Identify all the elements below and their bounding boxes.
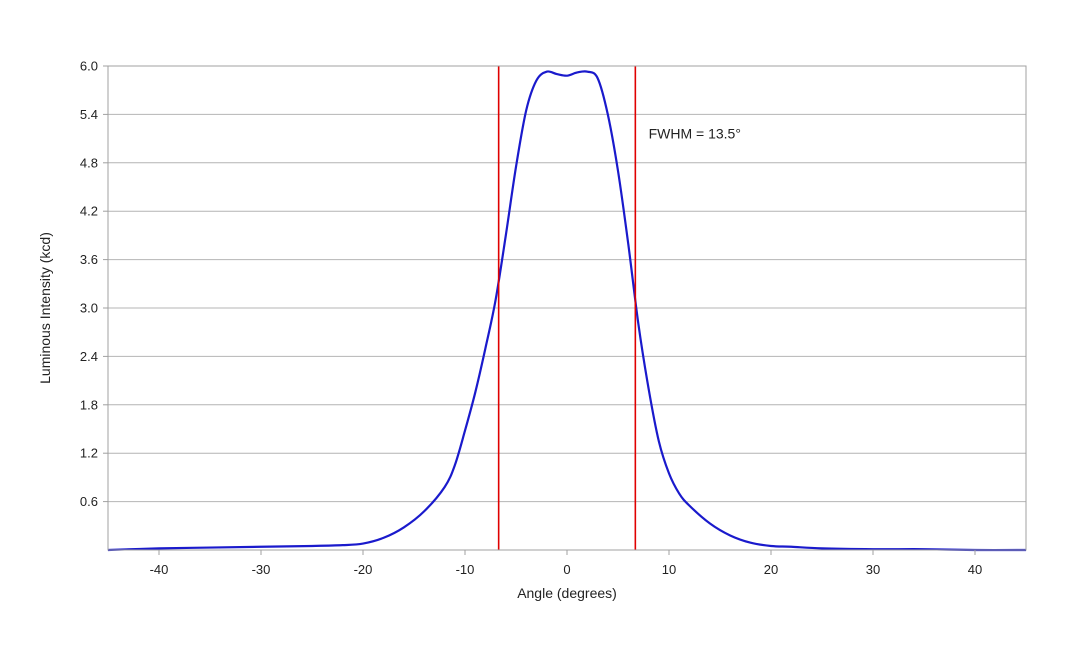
x-tick-label-8: 40 [968, 562, 982, 577]
series-layer [107, 70, 1027, 552]
y-tick-label-3: 2.4 [80, 349, 98, 364]
x-tick-label-3: -10 [456, 562, 475, 577]
y-tick-label-5: 3.6 [80, 252, 98, 267]
y-tick-label-1: 1.2 [80, 446, 98, 461]
y-tick-label-7: 4.8 [80, 155, 98, 170]
series-line-0 [107, 70, 1027, 552]
y-tick-label-2: 1.8 [80, 397, 98, 412]
y-axis-ticks: 0.6 1.2 1.8 2.4 3.0 3.6 4.2 4.8 5.4 6.0 [80, 59, 108, 509]
x-tick-label-6: 20 [764, 562, 778, 577]
y-tick-label-8: 5.4 [80, 107, 98, 122]
y-axis-title: Luminous Intensity (kcd) [37, 232, 53, 384]
x-tick-label-4: 0 [563, 562, 570, 577]
x-axis-title: Angle (degrees) [517, 585, 617, 601]
fwhm-lines [497, 66, 637, 550]
x-axis-ticks: -40 -30 -20 -10 0 10 20 30 40 [150, 550, 982, 577]
x-tick-label-1: -30 [252, 562, 271, 577]
y-tick-label-4: 3.0 [80, 301, 98, 316]
y-tick-label-0: 0.6 [80, 494, 98, 509]
x-tick-label-7: 30 [866, 562, 880, 577]
x-tick-label-5: 10 [662, 562, 676, 577]
y-tick-label-6: 4.2 [80, 204, 98, 219]
y-tick-label-9: 6.0 [80, 59, 98, 74]
x-tick-label-0: -40 [150, 562, 169, 577]
x-tick-label-2: -20 [354, 562, 373, 577]
fwhm-annotation: FWHM = 13.5° [649, 126, 741, 142]
